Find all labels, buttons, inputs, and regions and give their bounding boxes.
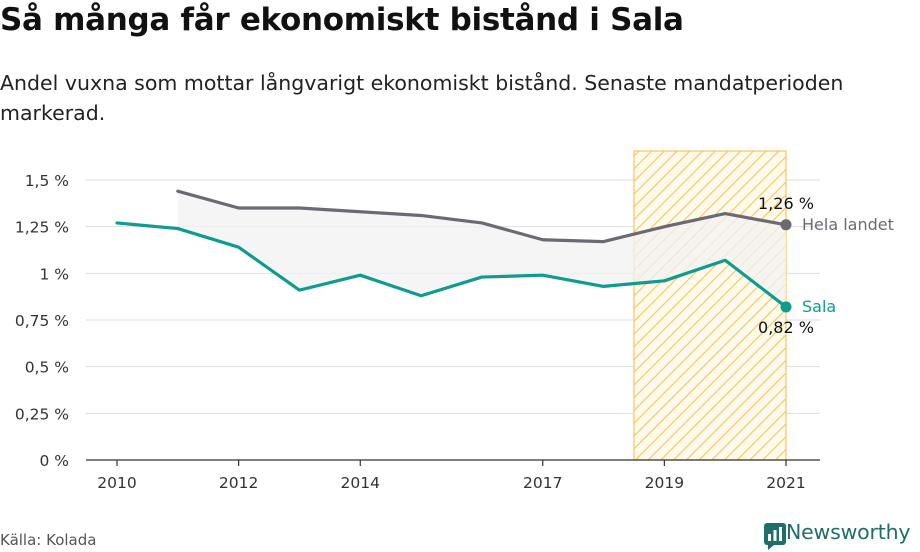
newsworthy-logo-icon bbox=[764, 523, 786, 550]
value-label-hela-landet: 1,26 % bbox=[758, 194, 814, 213]
y-tick-label: 1,5 % bbox=[25, 172, 69, 190]
series-label-sala: Sala bbox=[802, 297, 836, 316]
highlight-period bbox=[633, 150, 787, 461]
chart-subtitle: Andel vuxna som mottar långvarigt ekonom… bbox=[0, 71, 844, 125]
series-line-hela-landet bbox=[176, 189, 788, 244]
x-tick-label: 2014 bbox=[341, 474, 380, 492]
x-tick-label: 2021 bbox=[766, 474, 805, 492]
x-tick-label: 2010 bbox=[97, 474, 136, 492]
x-tick-label: 2017 bbox=[523, 474, 562, 492]
series-line-sala bbox=[115, 221, 788, 309]
value-label-sala: 0,82 % bbox=[758, 318, 814, 337]
brand-name: Newsworthy bbox=[786, 520, 911, 544]
y-tick-label: 0 % bbox=[39, 452, 69, 470]
end-point-hela-landet bbox=[780, 219, 792, 231]
y-tick-label: 0,75 % bbox=[15, 312, 69, 330]
end-point-sala bbox=[780, 301, 792, 313]
x-tick-label: 2012 bbox=[219, 474, 258, 492]
difference-band bbox=[177, 191, 786, 307]
y-tick-label: 1 % bbox=[39, 265, 69, 283]
y-tick-label: 0,25 % bbox=[15, 405, 69, 423]
series-label-hela-landet: Hela landet bbox=[802, 215, 894, 234]
y-tick-label: 1,25 % bbox=[15, 219, 69, 237]
source-note: Källa: Kolada bbox=[0, 531, 97, 549]
x-tick-label: 2019 bbox=[645, 474, 684, 492]
chart-title: Så många får ekonomiskt bistånd i Sala bbox=[0, 2, 684, 38]
y-tick-label: 0,5 % bbox=[25, 359, 69, 377]
